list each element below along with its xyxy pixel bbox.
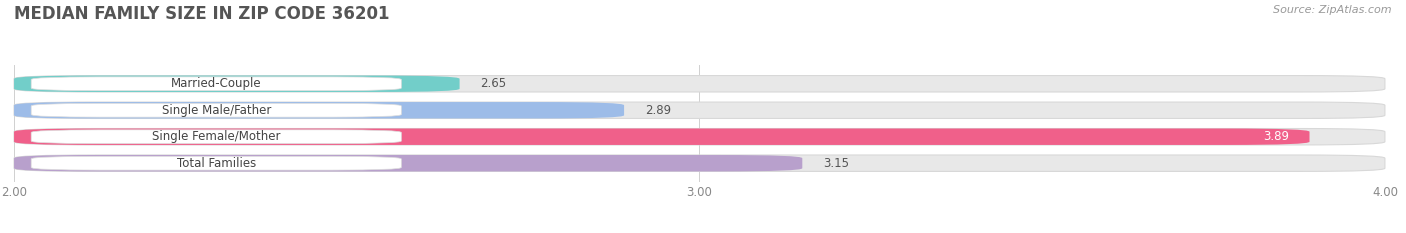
Text: Source: ZipAtlas.com: Source: ZipAtlas.com	[1274, 5, 1392, 15]
FancyBboxPatch shape	[14, 75, 1385, 92]
FancyBboxPatch shape	[14, 129, 1385, 145]
Text: Married-Couple: Married-Couple	[172, 77, 262, 90]
FancyBboxPatch shape	[31, 103, 401, 117]
Text: 3.89: 3.89	[1263, 130, 1289, 143]
Text: MEDIAN FAMILY SIZE IN ZIP CODE 36201: MEDIAN FAMILY SIZE IN ZIP CODE 36201	[14, 5, 389, 23]
FancyBboxPatch shape	[31, 156, 401, 170]
Text: Total Families: Total Families	[177, 157, 256, 170]
FancyBboxPatch shape	[14, 155, 803, 171]
FancyBboxPatch shape	[31, 130, 401, 144]
Text: 3.15: 3.15	[823, 157, 849, 170]
FancyBboxPatch shape	[14, 129, 1309, 145]
FancyBboxPatch shape	[31, 77, 401, 91]
Text: Single Male/Father: Single Male/Father	[162, 104, 271, 117]
FancyBboxPatch shape	[14, 102, 1385, 118]
Text: 2.65: 2.65	[479, 77, 506, 90]
FancyBboxPatch shape	[14, 75, 460, 92]
FancyBboxPatch shape	[14, 155, 1385, 171]
Text: Single Female/Mother: Single Female/Mother	[152, 130, 281, 143]
FancyBboxPatch shape	[14, 102, 624, 118]
Text: 2.89: 2.89	[645, 104, 671, 117]
